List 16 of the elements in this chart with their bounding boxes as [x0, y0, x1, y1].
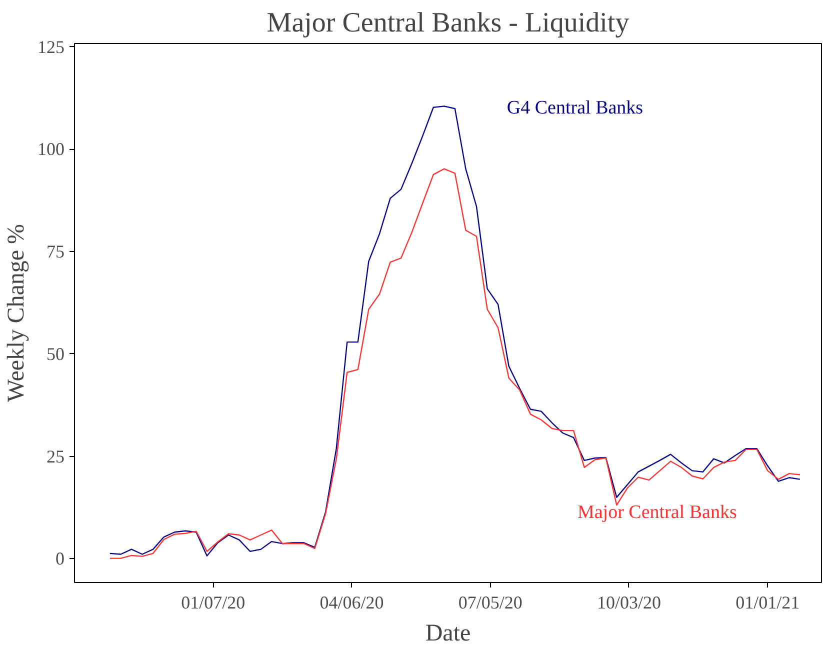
y-tick-label: 75 — [46, 242, 64, 262]
y-tick-label: 100 — [38, 139, 64, 160]
x-tick-label: 04/06/20 — [320, 592, 384, 612]
y-axis-title: Weekly Change % — [4, 224, 30, 402]
y-tick-label: 125 — [38, 36, 64, 57]
y-tick-label: 50 — [46, 344, 64, 364]
x-tick-label: 07/05/20 — [458, 592, 522, 612]
y-tick-label: 0 — [56, 548, 64, 569]
chart-title: Major Central Banks - Liquidity — [266, 8, 630, 38]
x-tick-label: 10/03/20 — [596, 592, 661, 612]
x-tick-label: 01/07/20 — [181, 592, 246, 612]
series-label: Major Central Banks — [577, 502, 737, 523]
x-tick-label: 01/01/21 — [736, 592, 800, 612]
y-tick-label: 25 — [46, 446, 64, 466]
text: G4 Central Banks — [506, 98, 644, 119]
x-axis-title: Date — [425, 620, 471, 646]
